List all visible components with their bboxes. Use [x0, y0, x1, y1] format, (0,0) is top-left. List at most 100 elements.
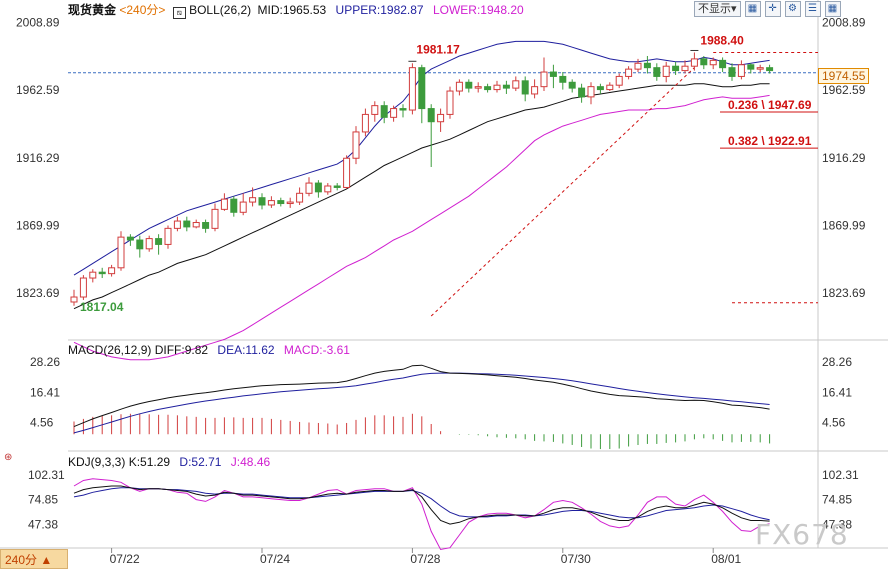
- macd-label: MACD(26,12,9): [68, 343, 152, 357]
- kdj-j: J:48.46: [230, 455, 271, 469]
- candle-body: [286, 201, 294, 205]
- candle-body: [559, 75, 567, 83]
- candle-body: [568, 81, 576, 89]
- candle-body: [446, 90, 454, 115]
- kdj-tick-label-right: 102.31: [822, 468, 859, 482]
- price-tick-label-right: 1962.59: [822, 83, 866, 97]
- candle-body: [484, 86, 492, 91]
- grid-icon[interactable]: ▦: [744, 1, 761, 17]
- price-tick-label-right: 1869.99: [822, 218, 866, 232]
- kdj-k: K:51.29: [128, 455, 171, 469]
- candle-body: [352, 131, 360, 159]
- macd-header: MACD(26,12,9) DIFF:9.82 DEA:11.62 MACD:-…: [68, 343, 350, 357]
- kdj-header: KDJ(9,3,3) K:51.29 D:52.71 J:48.46: [68, 455, 270, 469]
- hide-indicator-dropdown[interactable]: 不显示▾: [694, 1, 741, 17]
- boll-icon[interactable]: ⧅: [172, 7, 186, 19]
- candle-body: [343, 157, 351, 188]
- kdj-tick-label-right: 47.38: [822, 518, 852, 532]
- candle-body: [540, 71, 548, 88]
- candle-body: [202, 222, 210, 229]
- candle-body: [578, 87, 586, 98]
- list-icon[interactable]: ☰: [804, 1, 821, 17]
- price-tick-label-left: 1962.59: [16, 83, 60, 97]
- price-tick-label-left: 1869.99: [16, 218, 60, 232]
- macd-tick-label-right: 28.26: [822, 355, 852, 369]
- candle-body: [183, 220, 191, 228]
- candle-body: [296, 192, 304, 203]
- macd-dea-line: [73, 372, 770, 434]
- macd-tick-label-right: 16.41: [822, 385, 852, 399]
- price-tick-label-left: 1916.29: [16, 151, 60, 165]
- watermark-logo: FX678: [755, 518, 849, 551]
- candle-body: [333, 185, 341, 188]
- kdj-tick-label-left: 74.85: [28, 493, 58, 507]
- price-header: 现货黄金 <240分> ⧅ BOLL(26,2) MID:1965.53 UPP…: [68, 1, 524, 19]
- candle-body: [512, 80, 520, 89]
- kdj-label: KDJ(9,3,3): [68, 455, 126, 469]
- candle-body: [634, 62, 642, 70]
- candle-body: [662, 65, 670, 77]
- boll-mid-line: [73, 83, 770, 310]
- candle-body: [549, 71, 557, 77]
- axes: 2008.89 2008.89 1962.59 1962.59 1916.29 1916.…: [16, 16, 866, 566]
- settings-icon[interactable]: ⚙: [784, 1, 801, 17]
- boll-label: BOLL(26,2): [189, 3, 252, 17]
- kdj-tick-label-left: 102.31: [28, 468, 65, 482]
- time-tick-label: 07/24: [260, 552, 290, 566]
- candle-body: [192, 222, 200, 228]
- candle-body: [230, 198, 238, 213]
- candle-body: [98, 271, 106, 275]
- candle-body: [719, 59, 727, 69]
- candle-body: [211, 208, 219, 229]
- crosshair-icon[interactable]: ✛: [764, 1, 781, 17]
- candle-body: [136, 239, 144, 250]
- candle-body: [89, 271, 97, 279]
- candle-body: [418, 67, 426, 110]
- kdj-d-line: [73, 487, 770, 521]
- candle-body: [596, 86, 604, 91]
- kdj-pane: [73, 478, 770, 551]
- candle-body: [117, 236, 125, 269]
- candle-body: [747, 64, 755, 70]
- candle-body: [249, 197, 257, 203]
- candle-body: [681, 65, 689, 72]
- candle-body: [766, 67, 774, 72]
- candle-body: [126, 236, 134, 241]
- candle-body: [455, 81, 463, 92]
- chart-frame: [0, 0, 888, 549]
- candle-body: [79, 277, 87, 298]
- kdj-toggle-icon[interactable]: ⊛: [4, 452, 13, 463]
- symbol-name: 现货黄金: [68, 3, 117, 17]
- swing-high-label: 1981.17: [416, 42, 460, 56]
- period-label[interactable]: <240分>: [119, 3, 166, 17]
- candle-body: [587, 86, 595, 98]
- time-tick-label: 08/01: [711, 552, 741, 566]
- candle-body: [164, 227, 172, 245]
- candle-body: [625, 68, 633, 77]
- kdj-tick-label-left: 47.38: [28, 518, 58, 532]
- hide-indicator-label: 不显示: [698, 3, 731, 15]
- time-tick-label: 07/28: [410, 552, 440, 566]
- candle-body: [361, 113, 369, 133]
- candle-body: [474, 86, 482, 89]
- candle-body: [70, 296, 78, 303]
- grid-icon[interactable]: ▦: [824, 1, 841, 17]
- kdj-tick-label-right: 74.85: [822, 493, 852, 507]
- candle-body: [427, 108, 435, 123]
- candle-body: [737, 64, 745, 77]
- candle-body: [653, 67, 661, 77]
- candle-body: [531, 86, 539, 95]
- candle-body: [493, 84, 501, 91]
- kdj-d: D:52.71: [179, 455, 222, 469]
- period-button[interactable]: 240分 ▲: [0, 549, 68, 569]
- macd-value: MACD:-3.61: [283, 343, 350, 357]
- time-tick-label: 07/22: [110, 552, 140, 566]
- candle-body: [258, 197, 266, 206]
- price-tick-label-left: 2008.89: [16, 16, 60, 30]
- macd-diff-line: [73, 364, 770, 428]
- macd-tick-label-left: 4.56: [30, 416, 54, 430]
- fib-level-label: 0.382 \ 1922.91: [728, 134, 812, 148]
- candle-body: [606, 84, 614, 91]
- chart-toolbar: 不显示▾ ▦ ✛ ⚙ ☰ ▦: [694, 1, 841, 17]
